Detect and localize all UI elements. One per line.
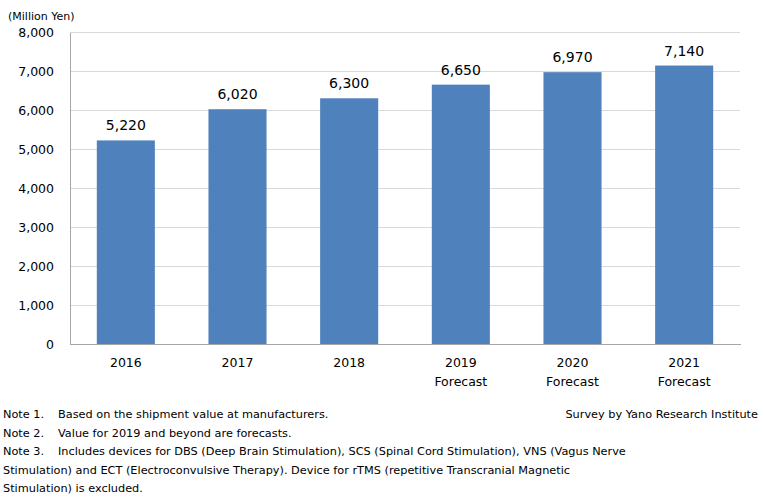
- bar: [543, 72, 601, 344]
- note-text: Stimulation) is excluded.: [3, 482, 143, 495]
- bar: [655, 66, 713, 344]
- x-tick: 2016: [110, 344, 142, 370]
- bar: [320, 98, 378, 344]
- x-tick-label: 2019Forecast: [434, 355, 487, 389]
- bar: [208, 109, 266, 344]
- notes: Note 1. Based on the shipment value at ma…: [3, 408, 626, 495]
- y-tick-label: 5,000: [18, 142, 54, 157]
- x-tick-label: 2016: [110, 355, 142, 370]
- grid-line: [70, 188, 740, 189]
- data-label: 6,650: [441, 62, 481, 78]
- y-tick-label: 6,000: [18, 103, 54, 118]
- data-label: 6,300: [329, 75, 369, 91]
- y-tick-label: 1,000: [18, 298, 54, 313]
- x-tick-label: 2018: [333, 355, 365, 370]
- x-axis-line: [71, 344, 741, 345]
- x-axis: 2016 2017 2018 2019Forecast 2020Forecast 2021…: [71, 344, 741, 389]
- y-tick: 5,000: [18, 142, 70, 157]
- grid-line: [70, 266, 740, 267]
- y-tick: 4,000: [18, 181, 70, 196]
- data-label: 5,220: [106, 117, 146, 133]
- y-axis-line: [70, 33, 71, 345]
- note-text: Based on the shipment value at manufactu…: [58, 408, 328, 421]
- y-tick: 2,000: [18, 259, 70, 274]
- y-tick: 7,000: [18, 64, 70, 79]
- y-tick: 6,000: [18, 103, 70, 118]
- y-tick-label: 3,000: [18, 220, 54, 235]
- y-tick-label: 0: [46, 337, 54, 352]
- x-tick: 2018: [333, 344, 365, 370]
- grid-line: [70, 110, 740, 111]
- chart-root: 0 1,000 2,000 3,000 4,000 5,000 6,000 7,000 8,00…: [0, 0, 764, 503]
- grid-line: [70, 344, 740, 345]
- note-text: Includes devices for DBS (Deep Brain Sti…: [58, 445, 626, 458]
- bar: [97, 140, 155, 344]
- note-label: Note 1.: [3, 408, 44, 421]
- x-tick-label: 2020Forecast: [546, 355, 599, 389]
- y-axis: 0 1,000 2,000 3,000 4,000 5,000 6,000 7,000 8,00…: [18, 25, 70, 352]
- y-tick-label: 4,000: [18, 181, 54, 196]
- background: [0, 0, 764, 503]
- note-text: Value for 2019 and beyond are forecasts.: [58, 427, 292, 440]
- y-tick: 8,000: [18, 25, 70, 40]
- y-tick-label: 2,000: [18, 259, 54, 274]
- y-tick: 1,000: [18, 298, 70, 313]
- source: Survey by Yano Research Institute: [565, 408, 758, 421]
- x-tick: 2019Forecast: [434, 344, 487, 389]
- y-tick: 0: [46, 337, 70, 352]
- x-tick: 2017: [222, 344, 254, 370]
- bars: [97, 66, 713, 344]
- x-tick-label: 2021Forecast: [658, 355, 711, 389]
- bar: [432, 85, 490, 344]
- note-label: Note 3.: [3, 445, 44, 458]
- data-label: 7,140: [664, 43, 704, 59]
- data-label: 6,970: [552, 49, 592, 65]
- x-tick: 2021Forecast: [658, 344, 711, 389]
- y-tick: 3,000: [18, 220, 70, 235]
- y-tick-label: 7,000: [18, 64, 54, 79]
- note-label: Note 2.: [3, 427, 44, 440]
- grid-line: [70, 32, 740, 33]
- grid-line: [70, 71, 740, 72]
- note-text: Stimulation) and ECT (Electroconvulsive …: [3, 464, 570, 477]
- y-axis-title: (Million Yen): [8, 10, 75, 23]
- grid: [70, 32, 740, 344]
- x-tick: 2020Forecast: [546, 344, 599, 389]
- y-tick-label: 8,000: [18, 25, 54, 40]
- data-label: 6,020: [217, 86, 257, 102]
- grid-line: [70, 227, 740, 228]
- grid-line: [70, 149, 740, 150]
- data-labels: 5,220 6,020 6,300 6,650 6,970 7,140: [106, 43, 704, 134]
- grid-line: [70, 305, 740, 306]
- x-tick-label: 2017: [222, 355, 254, 370]
